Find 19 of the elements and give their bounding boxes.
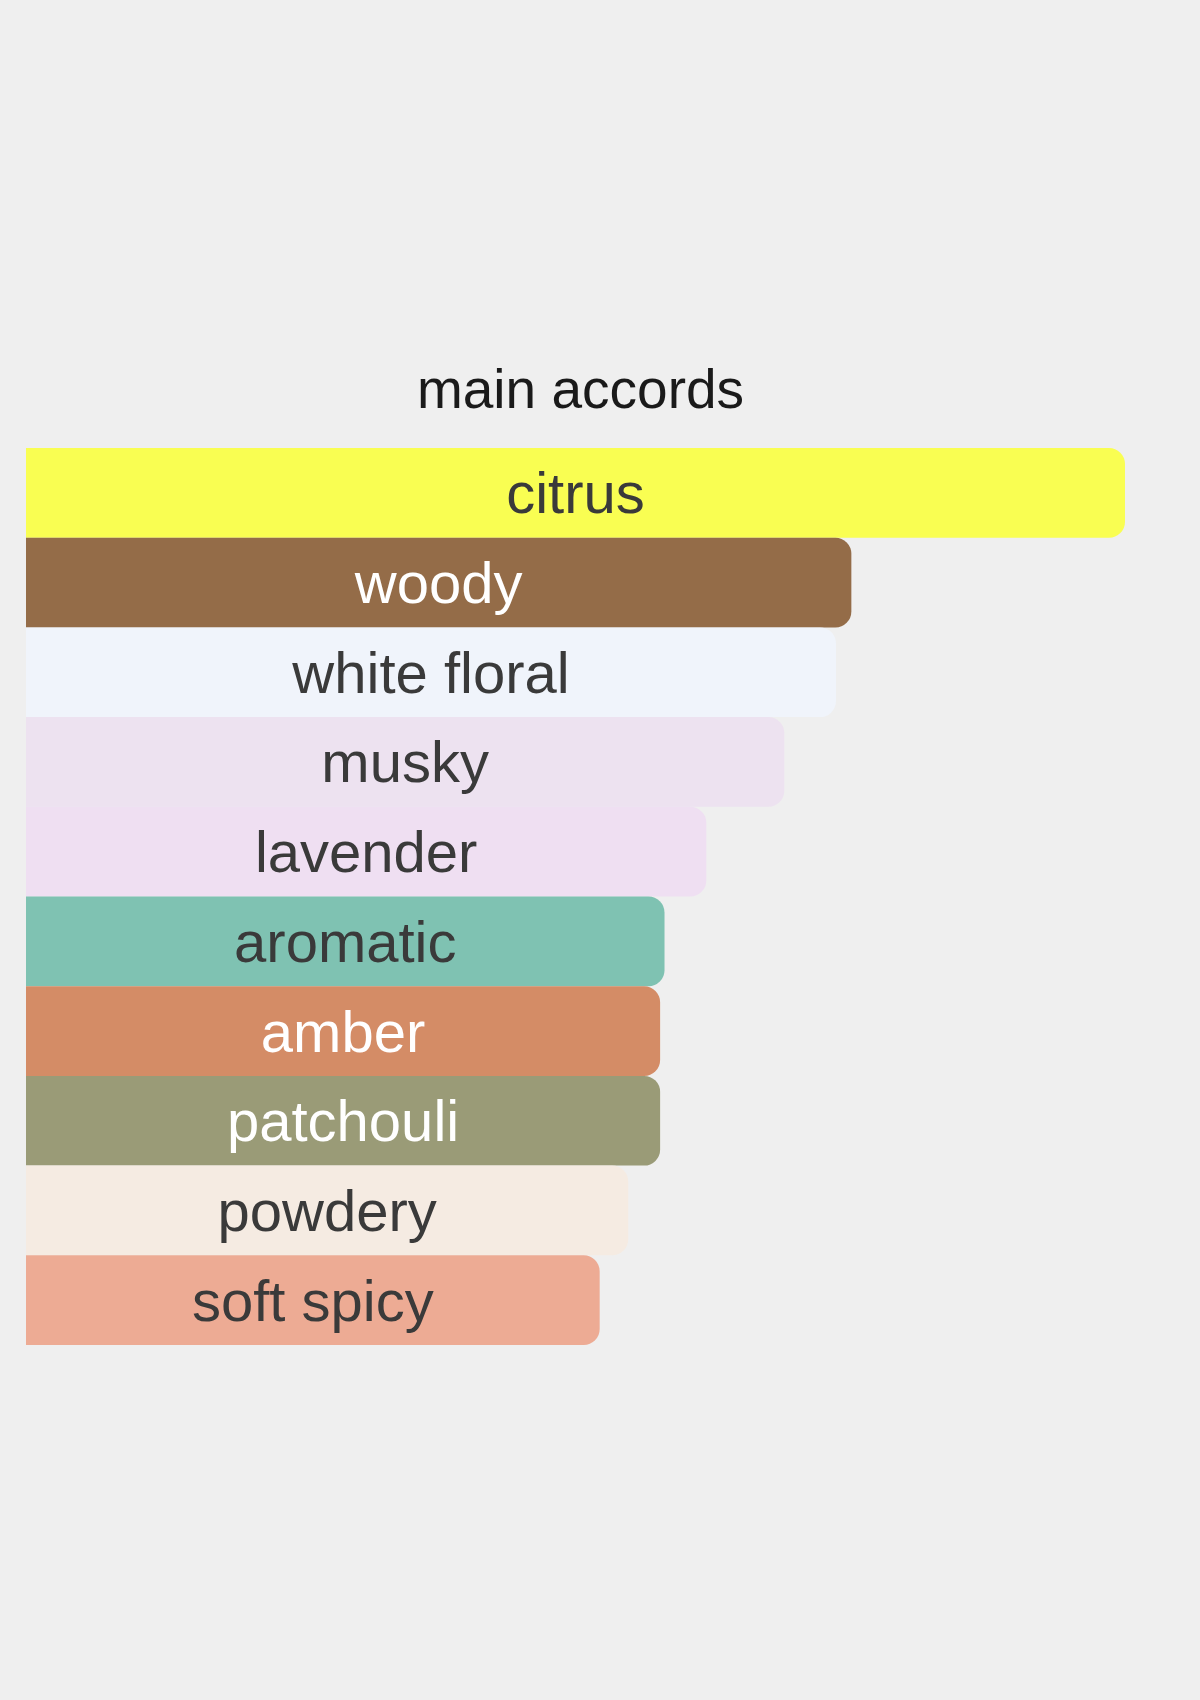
bar: [26, 448, 1125, 538]
y-tick-label: patchouli: [226, 1088, 460, 1154]
bar: [26, 1255, 600, 1345]
y-tick-label: soft spicy: [191, 1267, 434, 1333]
y-tick-label: amber: [260, 998, 426, 1064]
bar: [26, 1165, 629, 1256]
y-tick-label: white floral: [291, 639, 570, 705]
y-tick-label: woody: [353, 550, 523, 616]
bar: [26, 1075, 661, 1166]
y-tick-label: musky: [321, 729, 489, 795]
bar: [26, 627, 836, 718]
chart-title: main accords: [416, 357, 745, 420]
y-tick-label: aromatic: [234, 908, 457, 974]
bar: [26, 537, 852, 628]
bar: [26, 986, 661, 1076]
y-tick-label: lavender: [254, 819, 478, 885]
y-tick-label: citrus: [506, 460, 645, 526]
bar: [26, 896, 665, 987]
y-tick-label: powdery: [217, 1177, 437, 1243]
